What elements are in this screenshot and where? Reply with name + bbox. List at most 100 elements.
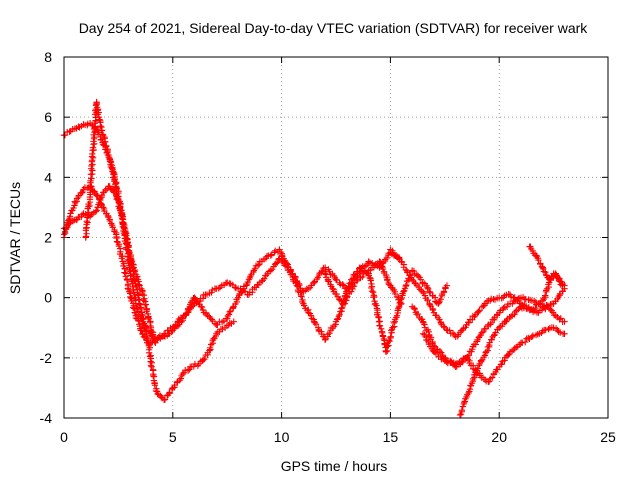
data-point	[135, 296, 142, 303]
x-tick-label: 25	[600, 429, 616, 445]
data-point	[254, 262, 262, 269]
data-point	[528, 333, 536, 340]
data-point	[424, 284, 431, 291]
data-point	[182, 366, 189, 374]
data-point	[101, 138, 109, 146]
data-point	[267, 267, 274, 274]
data-point	[437, 296, 444, 303]
data-point	[307, 312, 315, 319]
data-point	[206, 344, 214, 352]
data-point	[556, 292, 563, 299]
data-point	[230, 318, 237, 325]
data-point	[256, 261, 263, 268]
data-point	[377, 325, 385, 333]
data-point	[456, 411, 464, 419]
data-point	[64, 224, 71, 231]
data-point	[272, 247, 279, 254]
data-point	[465, 319, 473, 326]
data-point	[333, 290, 340, 298]
data-point	[410, 267, 418, 275]
data-point	[452, 360, 459, 368]
data-point	[78, 189, 86, 197]
data-point	[118, 255, 125, 262]
data-point	[552, 270, 559, 277]
data-point	[464, 356, 472, 363]
data-point	[139, 318, 147, 325]
data-point	[131, 309, 139, 317]
data-point	[152, 339, 159, 346]
data-point	[123, 276, 131, 284]
data-point	[111, 178, 118, 185]
data-point	[75, 123, 82, 130]
data-point	[380, 335, 388, 343]
data-point	[209, 286, 216, 294]
data-point	[365, 258, 372, 265]
data-point	[561, 330, 568, 337]
data-point	[208, 316, 216, 323]
data-point	[126, 266, 133, 274]
data-point	[340, 297, 347, 305]
data-point	[414, 310, 422, 318]
data-point	[275, 256, 282, 263]
y-tick-label: 2	[44, 230, 52, 246]
data-point	[390, 319, 398, 327]
data-point	[326, 329, 333, 337]
data-point	[201, 355, 208, 363]
data-point	[160, 396, 168, 404]
data-point	[367, 277, 374, 284]
data-point	[375, 318, 383, 326]
data-point	[379, 329, 386, 337]
data-point	[474, 365, 482, 372]
data-point	[84, 212, 91, 219]
data-point	[174, 322, 182, 330]
data-point	[107, 163, 115, 171]
data-point	[433, 350, 441, 357]
data-point	[340, 296, 348, 304]
data-point	[150, 334, 157, 342]
data-point	[423, 337, 431, 344]
data-point	[359, 273, 366, 281]
data-point	[250, 268, 257, 276]
data-point	[349, 275, 357, 282]
data-point	[403, 281, 410, 289]
data-point	[426, 301, 434, 308]
data-point	[318, 269, 325, 276]
data-point	[183, 310, 190, 318]
data-point	[440, 288, 448, 295]
data-point	[150, 372, 157, 380]
data-point	[478, 329, 485, 336]
data-point	[149, 331, 157, 338]
data-point	[69, 217, 77, 225]
data-point	[179, 370, 186, 378]
data-point	[336, 279, 343, 287]
x-tick-label: 20	[491, 429, 507, 445]
data-point	[559, 282, 566, 289]
data-point	[487, 321, 494, 328]
data-point	[96, 116, 103, 123]
y-axis-label: SDTVAR / TECUs	[7, 182, 23, 294]
data-point	[483, 298, 491, 305]
data-point	[109, 224, 117, 231]
data-point	[397, 296, 405, 303]
series-track-10	[321, 264, 451, 356]
data-point	[535, 256, 542, 264]
data-point	[461, 399, 468, 406]
data-point	[519, 339, 526, 346]
data-point	[539, 265, 547, 272]
data-point	[144, 335, 151, 342]
data-point	[134, 273, 141, 280]
data-point	[472, 341, 479, 348]
data-point	[487, 319, 495, 327]
data-point	[274, 259, 281, 266]
data-point	[407, 272, 414, 279]
data-series	[60, 98, 568, 419]
data-point	[376, 322, 384, 330]
data-point	[191, 294, 198, 301]
y-tick-label: 0	[44, 290, 52, 306]
data-point	[414, 272, 422, 280]
data-point	[424, 296, 432, 304]
data-point	[130, 305, 138, 312]
data-point	[511, 344, 518, 352]
data-point	[402, 266, 410, 274]
series-track-8	[456, 303, 568, 419]
